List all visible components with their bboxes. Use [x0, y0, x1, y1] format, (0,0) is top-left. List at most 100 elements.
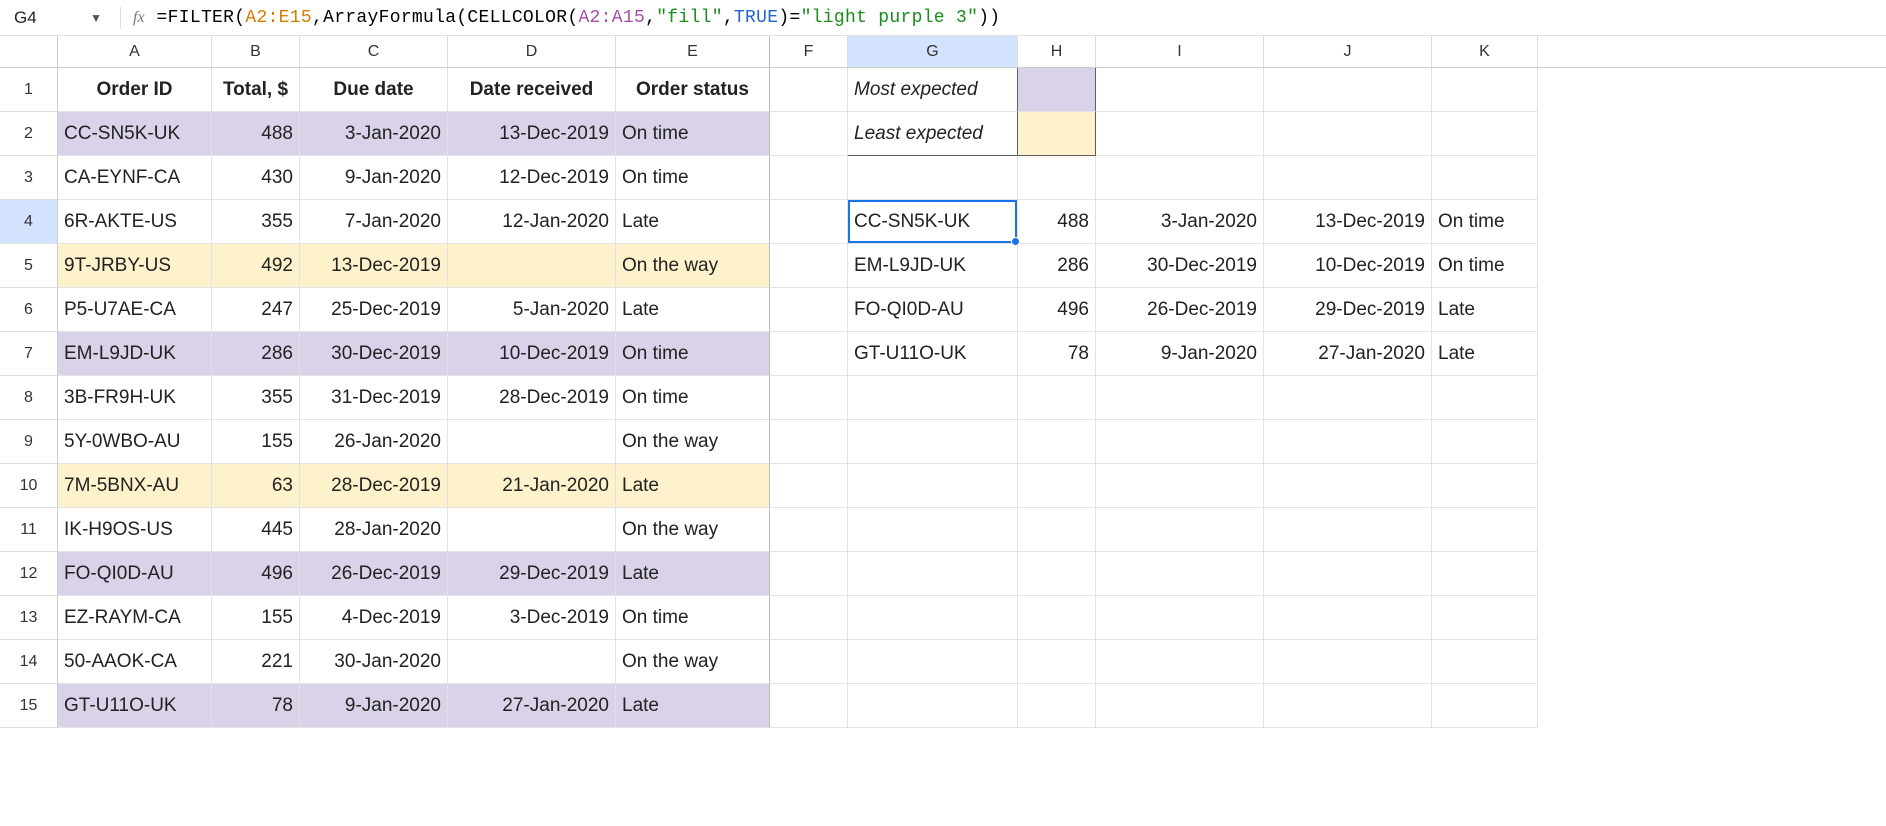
cell[interactable]: Most expected: [848, 68, 1018, 112]
cell[interactable]: [848, 684, 1018, 728]
cell[interactable]: 6R-AKTE-US: [58, 200, 212, 244]
cell[interactable]: 27-Jan-2020: [448, 684, 616, 728]
cell[interactable]: [1264, 684, 1432, 728]
cell[interactable]: 12-Jan-2020: [448, 200, 616, 244]
cell[interactable]: [770, 464, 848, 508]
cell[interactable]: 3-Jan-2020: [1096, 200, 1264, 244]
cell[interactable]: 13-Dec-2019: [300, 244, 448, 288]
cell[interactable]: 5-Jan-2020: [448, 288, 616, 332]
cell[interactable]: EM-L9JD-UK: [848, 244, 1018, 288]
cell[interactable]: [1432, 156, 1538, 200]
cell[interactable]: Least expected: [848, 112, 1018, 156]
cell[interactable]: Late: [616, 552, 770, 596]
cell[interactable]: [1096, 508, 1264, 552]
row-header[interactable]: 6: [0, 288, 58, 332]
column-header[interactable]: K: [1432, 36, 1538, 67]
row-header[interactable]: 7: [0, 332, 58, 376]
cell[interactable]: [770, 112, 848, 156]
column-header[interactable]: I: [1096, 36, 1264, 67]
cell[interactable]: 496: [1018, 288, 1096, 332]
cell[interactable]: 155: [212, 420, 300, 464]
cell[interactable]: [1018, 112, 1096, 156]
cell[interactable]: On the way: [616, 244, 770, 288]
name-box[interactable]: G4 ▼: [8, 8, 108, 28]
cell[interactable]: [1096, 464, 1264, 508]
dropdown-icon[interactable]: ▼: [90, 11, 102, 25]
cell[interactable]: [848, 552, 1018, 596]
cell[interactable]: [1432, 640, 1538, 684]
row-header[interactable]: 14: [0, 640, 58, 684]
cell[interactable]: 13-Dec-2019: [448, 112, 616, 156]
cell[interactable]: 28-Jan-2020: [300, 508, 448, 552]
cell[interactable]: 355: [212, 376, 300, 420]
row-header[interactable]: 12: [0, 552, 58, 596]
cell[interactable]: 50-AAOK-CA: [58, 640, 212, 684]
cell[interactable]: 7M-5BNX-AU: [58, 464, 212, 508]
cell[interactable]: [770, 68, 848, 112]
cell[interactable]: On time: [1432, 200, 1538, 244]
cell[interactable]: 30-Jan-2020: [300, 640, 448, 684]
cell[interactable]: GT-U11O-UK: [58, 684, 212, 728]
formula-input[interactable]: =FILTER(A2:E15,ArrayFormula(CELLCOLOR(A2…: [157, 8, 1878, 28]
cell[interactable]: [1264, 112, 1432, 156]
column-header[interactable]: B: [212, 36, 300, 67]
cell[interactable]: CA-EYNF-CA: [58, 156, 212, 200]
column-header[interactable]: F: [770, 36, 848, 67]
cell[interactable]: [1264, 376, 1432, 420]
cell[interactable]: FO-QI0D-AU: [58, 552, 212, 596]
cell[interactable]: [448, 640, 616, 684]
cell[interactable]: [770, 640, 848, 684]
cell[interactable]: [1018, 552, 1096, 596]
cell[interactable]: Late: [616, 464, 770, 508]
cell[interactable]: [1432, 376, 1538, 420]
cell[interactable]: [1432, 464, 1538, 508]
cell[interactable]: [1096, 596, 1264, 640]
cell[interactable]: 26-Dec-2019: [300, 552, 448, 596]
cell[interactable]: 492: [212, 244, 300, 288]
cell[interactable]: 9-Jan-2020: [300, 684, 448, 728]
cell[interactable]: [770, 596, 848, 640]
cell[interactable]: On time: [1432, 244, 1538, 288]
row-header[interactable]: 10: [0, 464, 58, 508]
cell[interactable]: [1096, 684, 1264, 728]
cell[interactable]: GT-U11O-UK: [848, 332, 1018, 376]
cell[interactable]: 3B-FR9H-UK: [58, 376, 212, 420]
cell[interactable]: On time: [616, 376, 770, 420]
cell[interactable]: EZ-RAYM-CA: [58, 596, 212, 640]
cell[interactable]: Order status: [616, 68, 770, 112]
row-header[interactable]: 13: [0, 596, 58, 640]
cell[interactable]: On time: [616, 112, 770, 156]
cell[interactable]: 247: [212, 288, 300, 332]
cell[interactable]: On the way: [616, 640, 770, 684]
column-header[interactable]: J: [1264, 36, 1432, 67]
cell[interactable]: 221: [212, 640, 300, 684]
cell[interactable]: 78: [212, 684, 300, 728]
cell[interactable]: [448, 420, 616, 464]
cell[interactable]: Date received: [448, 68, 616, 112]
column-header[interactable]: G: [848, 36, 1018, 67]
cell[interactable]: [1018, 68, 1096, 112]
cell[interactable]: 7-Jan-2020: [300, 200, 448, 244]
cell[interactable]: 9-Jan-2020: [1096, 332, 1264, 376]
row-header[interactable]: 4: [0, 200, 58, 244]
cell[interactable]: 9T-JRBY-US: [58, 244, 212, 288]
cell[interactable]: 496: [212, 552, 300, 596]
cell[interactable]: 26-Jan-2020: [300, 420, 448, 464]
cell[interactable]: [770, 332, 848, 376]
cell[interactable]: [1264, 68, 1432, 112]
cell[interactable]: EM-L9JD-UK: [58, 332, 212, 376]
cell[interactable]: On time: [616, 596, 770, 640]
cell[interactable]: [1264, 420, 1432, 464]
cell[interactable]: [1264, 640, 1432, 684]
column-header[interactable]: D: [448, 36, 616, 67]
cell[interactable]: Total, $: [212, 68, 300, 112]
row-header[interactable]: 2: [0, 112, 58, 156]
cell[interactable]: 12-Dec-2019: [448, 156, 616, 200]
cell[interactable]: 3-Dec-2019: [448, 596, 616, 640]
cell[interactable]: On time: [616, 156, 770, 200]
cell[interactable]: 4-Dec-2019: [300, 596, 448, 640]
cell[interactable]: [1264, 464, 1432, 508]
cell[interactable]: [1432, 552, 1538, 596]
cell[interactable]: 28-Dec-2019: [300, 464, 448, 508]
cell[interactable]: [848, 156, 1018, 200]
